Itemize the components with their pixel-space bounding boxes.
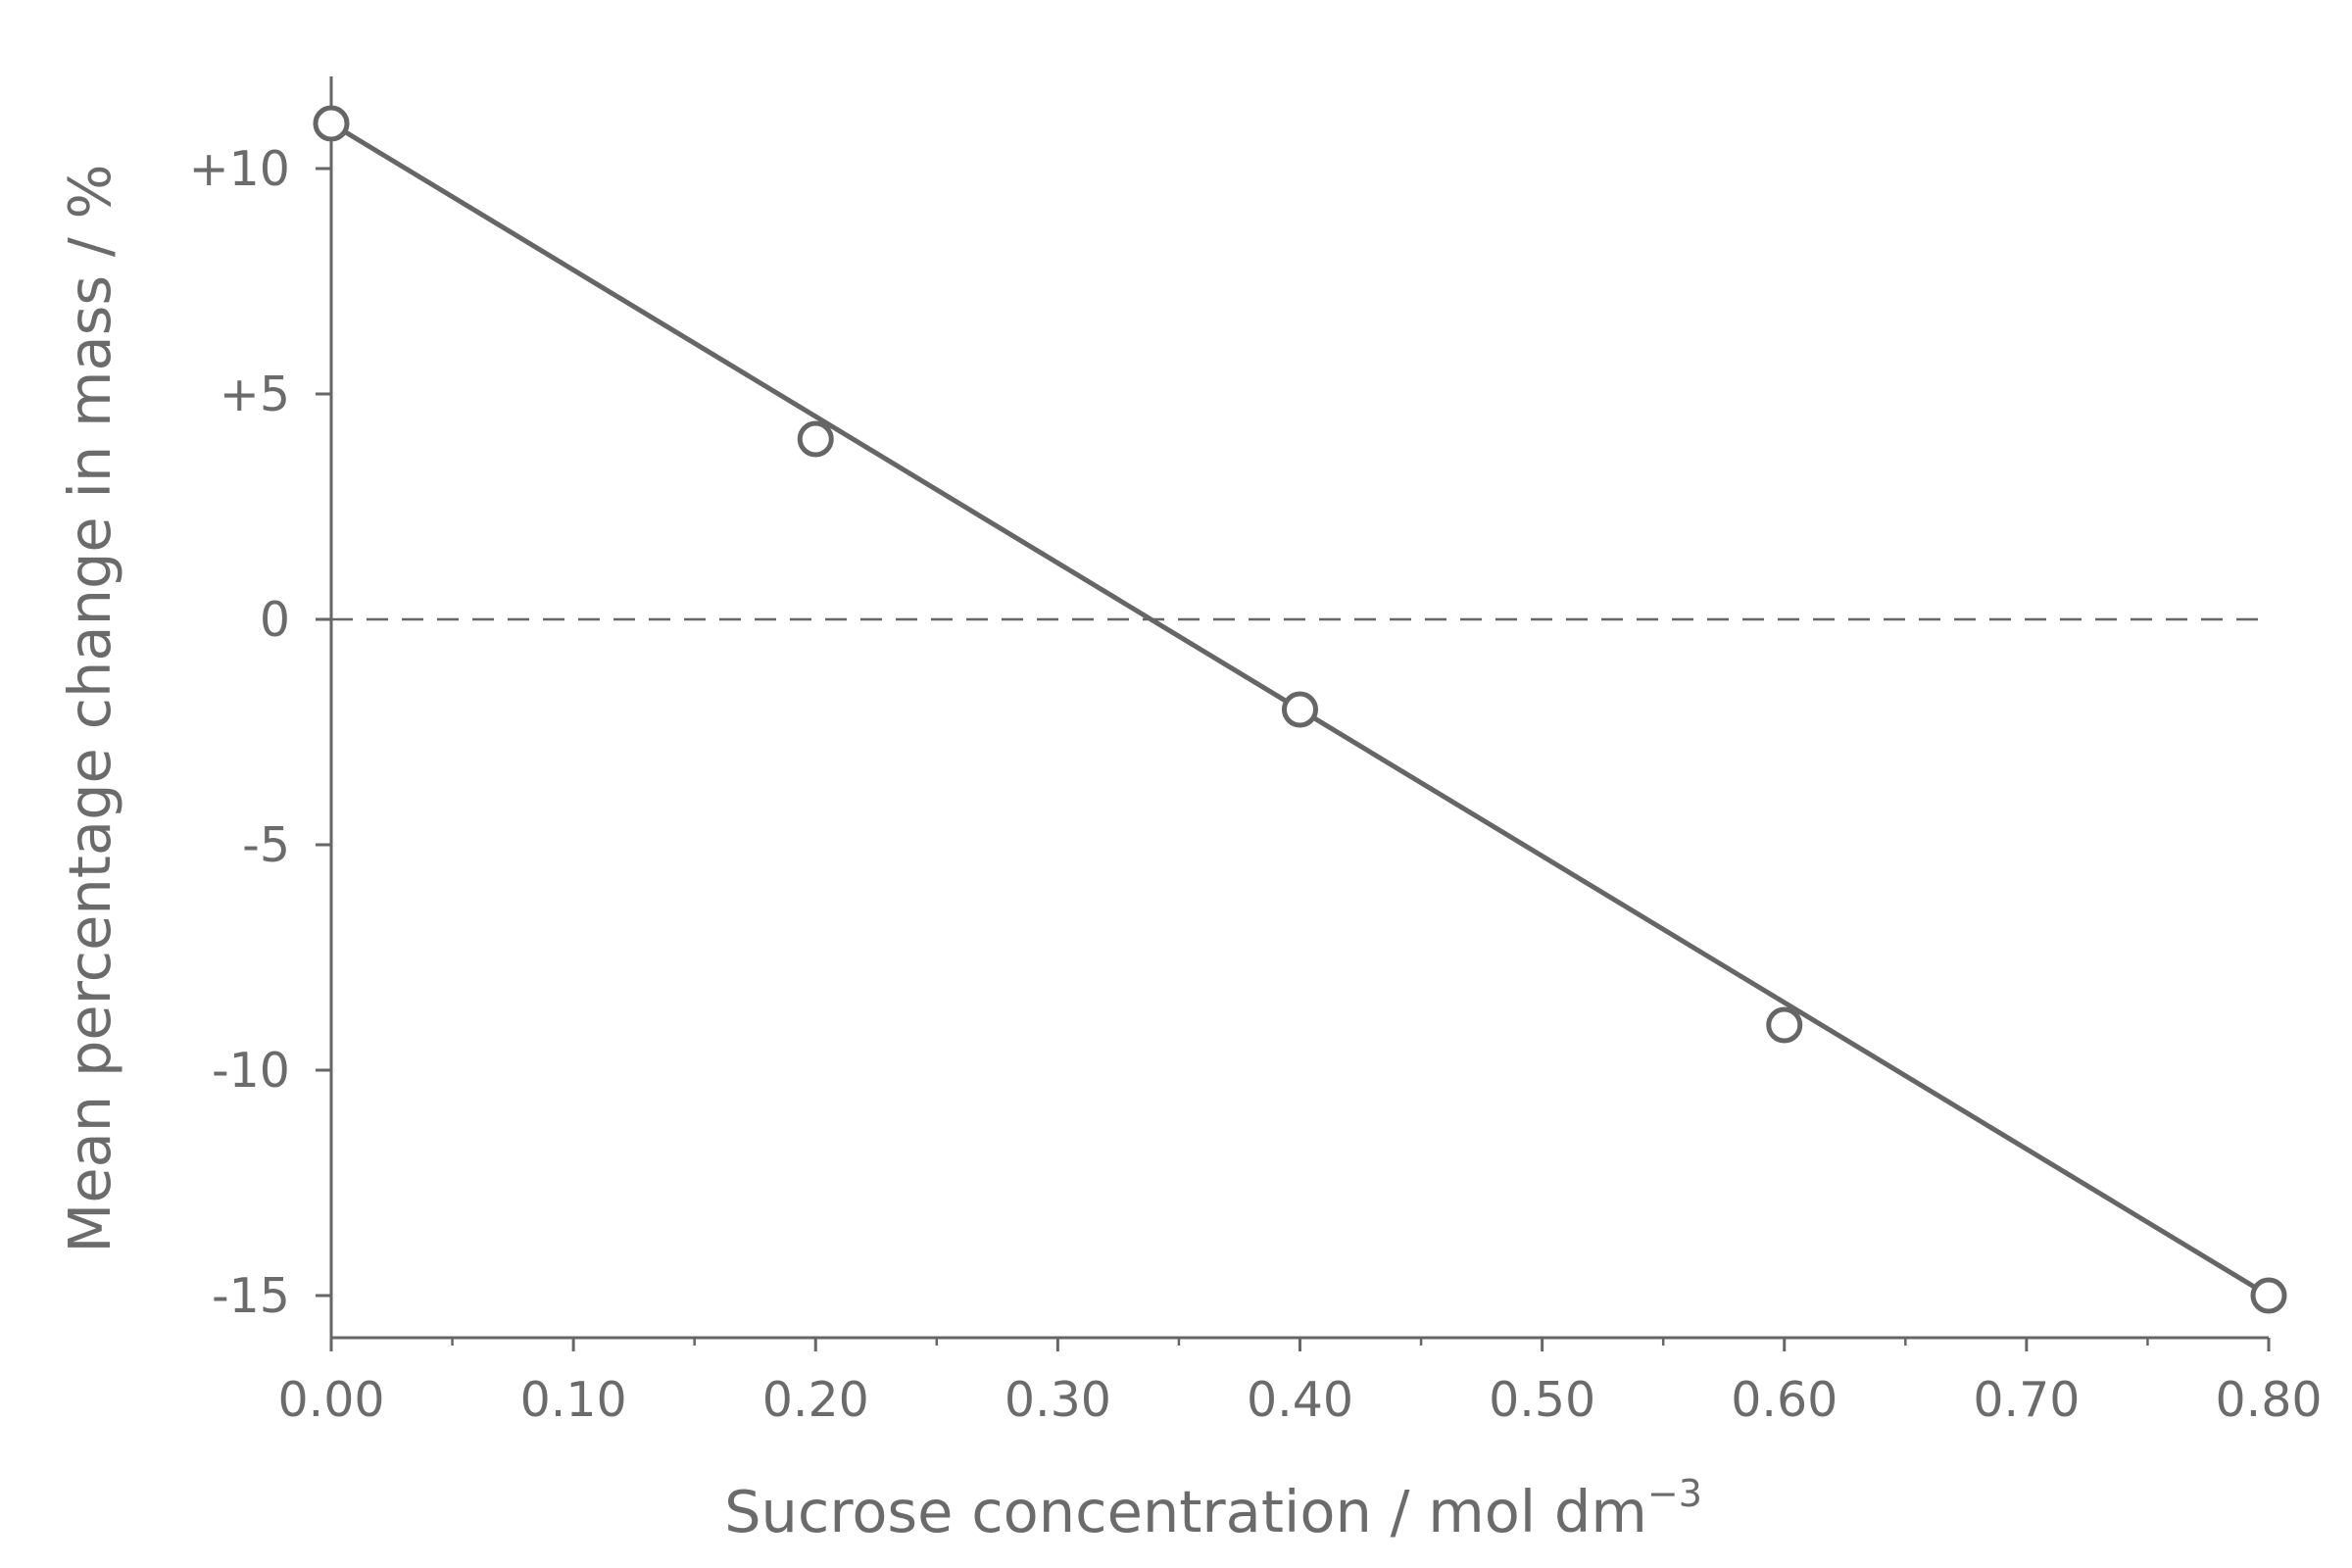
- x-tick-label: 0.70: [1973, 1372, 2080, 1428]
- x-tick-label: 0.60: [1731, 1372, 1838, 1428]
- x-tick-label: 0.80: [2215, 1372, 2322, 1428]
- x-tick-label: 0.00: [277, 1372, 384, 1428]
- y-tick-label: +10: [189, 141, 290, 197]
- y-tick-label: -10: [212, 1043, 290, 1099]
- data-point: [2250, 1277, 2287, 1314]
- x-axis-title-superscript: −3: [1647, 1472, 1702, 1515]
- x-axis-title: Sucrose concentration / mol dm−3: [724, 1472, 1702, 1545]
- data-point: [1282, 691, 1318, 728]
- y-ticks: +10 +5 0 -5 -10 -15: [189, 141, 331, 1324]
- data-point: [313, 105, 350, 142]
- data-points: [313, 105, 2287, 1314]
- x-tick-label: 0.20: [762, 1372, 869, 1428]
- x-tick-label: 0.50: [1489, 1372, 1595, 1428]
- x-tick-label: 0.30: [1004, 1372, 1111, 1428]
- data-point: [1766, 1006, 1803, 1044]
- y-tick-label: -15: [212, 1268, 290, 1324]
- x-tick-label: 0.40: [1247, 1372, 1353, 1428]
- y-axis-title: Mean percentage change in mass / %: [56, 164, 123, 1252]
- y-tick-label: +5: [220, 367, 290, 422]
- x-axis-title-text: Sucrose concentration / mol dm: [724, 1478, 1647, 1545]
- x-tick-label: 0.10: [520, 1372, 627, 1428]
- data-point: [797, 420, 834, 458]
- y-tick-label: -5: [242, 817, 290, 873]
- y-tick-label: 0: [260, 592, 290, 648]
- x-ticks: 0.00 0.10 0.20 0.30 0.40 0.50 0.60 0.70 0.80: [277, 1338, 2323, 1428]
